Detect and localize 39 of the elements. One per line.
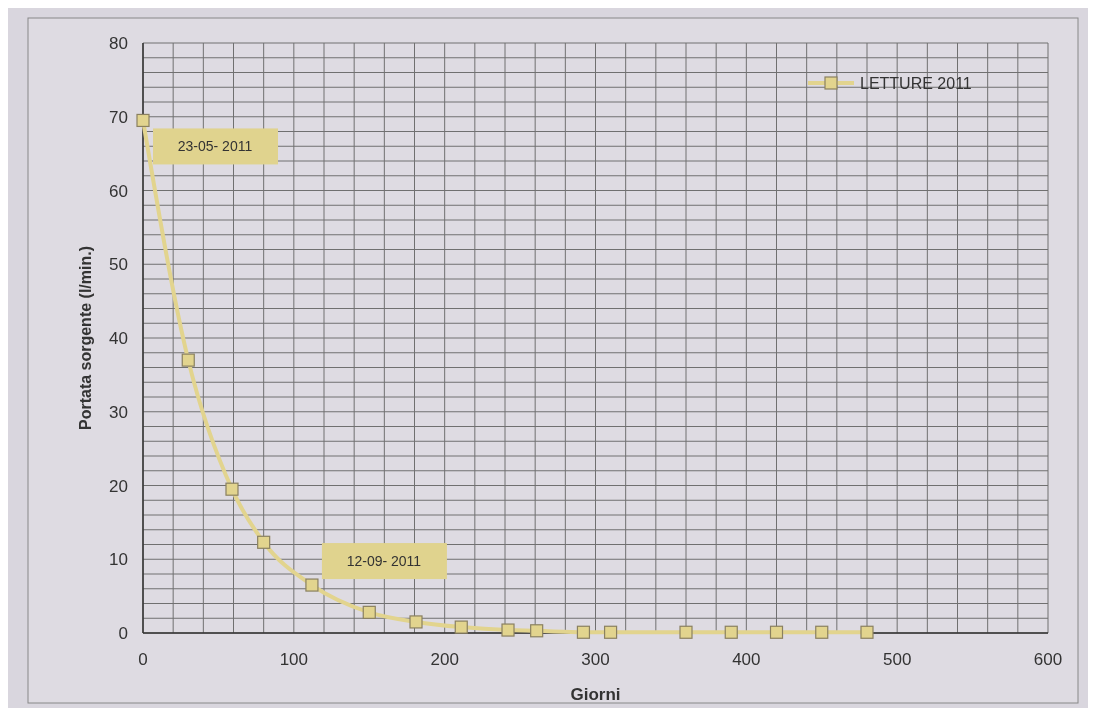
annotation: 23-05- 2011 — [177, 138, 253, 155]
point — [724, 625, 738, 639]
x-axis-title: Giorni — [570, 685, 621, 704]
point — [409, 615, 423, 629]
y-axis-title: Portata sorgente (l/min.) — [77, 245, 94, 431]
y-tick-label: 80 — [109, 34, 128, 53]
annotation: 12-09- 2011 — [346, 553, 422, 570]
x-tick-label: 100 — [279, 650, 309, 669]
note-box: 23-05- 2011 — [153, 128, 278, 165]
x-tick-label: 200 — [430, 650, 459, 669]
point — [530, 624, 544, 638]
point — [305, 578, 319, 592]
y-tick-label: 20 — [109, 476, 128, 496]
point — [576, 625, 591, 639]
y-tick-label: 0 — [118, 624, 128, 643]
x-tick-label: 500 — [882, 650, 912, 669]
x-tick-label: 600 — [1033, 650, 1063, 669]
point — [454, 620, 468, 634]
y-tick-label: 70 — [109, 107, 128, 127]
x-tick-label: 0 — [138, 650, 148, 669]
x-tick-label: 300 — [581, 650, 610, 669]
point — [860, 625, 874, 639]
point — [603, 625, 618, 639]
point — [225, 482, 239, 496]
point — [769, 625, 784, 639]
point — [815, 625, 829, 639]
y-tick-label: 10 — [109, 550, 128, 570]
point — [501, 623, 515, 637]
point — [181, 353, 195, 367]
y-tick-label: 60 — [109, 181, 128, 201]
point — [679, 625, 693, 639]
point — [257, 535, 271, 549]
point — [136, 113, 150, 128]
note-box: 12-09- 2011 — [321, 543, 447, 580]
y-tick-label: 50 — [109, 255, 128, 275]
y-tick-label: 30 — [109, 402, 128, 422]
point — [362, 605, 376, 619]
y-tick-label: 40 — [109, 329, 128, 348]
x-tick-label: 400 — [732, 650, 761, 669]
